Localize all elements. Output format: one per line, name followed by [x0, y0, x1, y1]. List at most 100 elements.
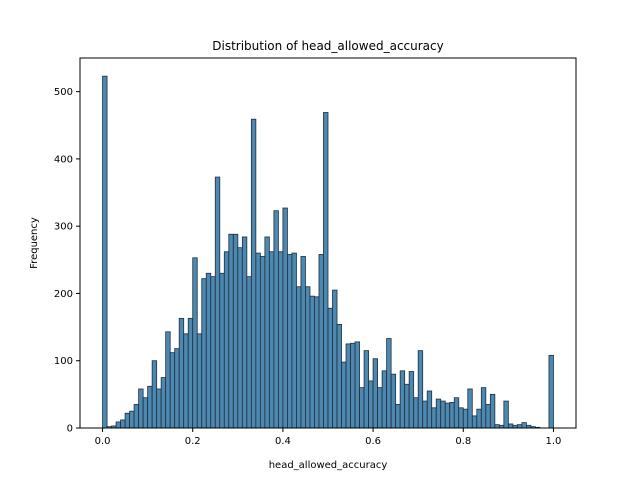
chart-title: Distribution of head_allowed_accuracy [212, 39, 443, 53]
histogram-bar [494, 424, 500, 429]
histogram-bar [309, 295, 315, 429]
histogram-bar [548, 354, 554, 429]
histogram-bar [381, 370, 388, 429]
histogram-bar [300, 256, 306, 429]
histogram-bar [318, 254, 324, 429]
histogram-bar [214, 176, 221, 429]
histogram-bar [440, 400, 446, 429]
histogram-bar [404, 383, 410, 429]
y-tick-label: 300 [54, 222, 73, 233]
histogram-bar [129, 410, 135, 429]
histogram-bar [241, 236, 248, 429]
histogram-bar [413, 397, 419, 429]
histogram-bar [223, 251, 230, 429]
histogram-bar [165, 331, 171, 429]
x-tick-label: 0.2 [185, 436, 201, 447]
histogram-bar [259, 256, 266, 429]
histogram-bar [485, 404, 491, 429]
histogram-bar [426, 390, 433, 429]
histogram-bar [219, 272, 225, 429]
x-axis-label: head_allowed_accuracy [269, 460, 388, 471]
histogram-bar [359, 387, 365, 429]
histogram-bar [368, 380, 374, 429]
x-tick-label: 0.4 [275, 436, 291, 447]
histogram-bar [314, 296, 320, 429]
histogram-bar [341, 361, 347, 429]
y-tick-label: 400 [54, 154, 73, 165]
histogram-bar [169, 352, 176, 429]
histogram-bar [174, 348, 180, 429]
histogram-bar [133, 404, 140, 429]
histogram-bar [196, 333, 203, 429]
y-tick-label: 200 [54, 289, 73, 300]
y-tick-label: 500 [54, 87, 73, 98]
histogram-bar [435, 398, 442, 429]
histogram-bar [372, 358, 378, 429]
histogram-bar [467, 388, 473, 429]
histogram-bar [291, 252, 297, 429]
histogram-bar [268, 251, 275, 429]
y-axis-ticks: 0 100 200 300 400 500 [54, 87, 80, 435]
histogram-bar [336, 323, 342, 429]
histogram-bar [476, 408, 482, 429]
histogram-bar [232, 233, 239, 429]
x-tick-label: 0.0 [95, 436, 111, 447]
histogram-bar [377, 387, 383, 429]
histogram-bar [516, 424, 523, 429]
histogram-bar [354, 341, 360, 429]
histogram-bar [521, 422, 527, 429]
histogram-bar [156, 388, 162, 429]
histogram-bar [138, 388, 144, 429]
histogram-bar [408, 371, 415, 429]
histogram-bar [210, 276, 216, 429]
x-tick-label: 1.0 [546, 436, 562, 447]
histogram-bar [102, 75, 108, 429]
histogram-bar [178, 317, 185, 429]
histogram-bar [201, 278, 207, 429]
histogram-bar [453, 397, 460, 429]
y-tick-label: 0 [67, 424, 73, 435]
y-axis-label: Frequency [29, 217, 40, 269]
histogram-bar [192, 257, 198, 429]
histogram-bar [228, 233, 234, 429]
histogram-bar [422, 400, 428, 429]
histogram-bar [160, 377, 167, 429]
histogram-bar [282, 207, 288, 429]
histogram-bar [250, 118, 257, 429]
histogram-bar [296, 286, 302, 429]
histogram-bar [115, 421, 121, 429]
histogram-bar [183, 333, 189, 429]
histogram-bar [386, 338, 392, 429]
histogram-bar [264, 236, 270, 429]
histogram-bar [120, 419, 126, 429]
histogram-bar [327, 307, 333, 429]
histogram-bar [458, 407, 464, 429]
y-tick-label: 100 [54, 356, 73, 367]
x-axis-ticks: 0.0 0.2 0.4 0.6 0.8 1.0 [95, 428, 562, 447]
histogram-bar [124, 412, 130, 429]
histogram-bar [417, 350, 424, 429]
plot-area-frame [79, 57, 577, 429]
histogram-bar [462, 408, 469, 429]
histogram-bar [507, 423, 514, 429]
histogram-bar [480, 387, 487, 429]
histogram-bar [237, 247, 243, 429]
histogram-bar [449, 402, 455, 429]
x-tick-label: 0.8 [455, 436, 471, 447]
histogram-bar [151, 360, 158, 429]
histogram-bar [142, 397, 149, 429]
histogram-bar [255, 252, 261, 429]
histogram-bar [147, 385, 153, 429]
histogram-bar [431, 407, 437, 429]
histogram-bar [350, 342, 356, 429]
histogram-bar [345, 343, 351, 429]
histogram-bar [287, 254, 293, 429]
histogram-bar [503, 400, 509, 429]
histogram-bar [471, 415, 478, 429]
histogram-bar [444, 402, 451, 429]
histogram-bar [390, 373, 397, 429]
histogram-bar [305, 286, 311, 429]
histogram-bar [363, 350, 369, 429]
histogram-bar [489, 393, 496, 429]
